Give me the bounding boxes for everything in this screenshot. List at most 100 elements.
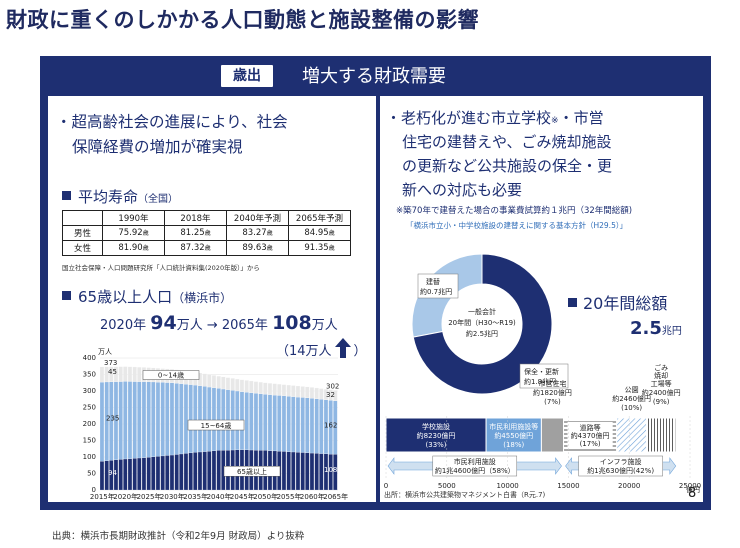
life-cell: 81.90歳	[102, 240, 165, 256]
bar-segment-65歳以上	[319, 453, 324, 491]
seg-label-house: 市営住宅	[538, 379, 566, 388]
bar-segment-65歳以上	[155, 456, 161, 491]
y-tick-label: 350	[83, 371, 96, 379]
y-tick-label: 50	[87, 470, 96, 478]
life-value: 91.35	[304, 243, 329, 253]
seg-pct-house: (7%)	[544, 398, 561, 406]
group-civic-value: 約1兆4600億円（58%）	[435, 466, 515, 475]
bar-segment-65歳以上	[179, 453, 184, 491]
bar-segment-15~64歳	[272, 394, 277, 452]
bar-segment-0~14歳	[202, 373, 207, 387]
bar-segment-0~14歳	[263, 382, 268, 395]
seg-label-gomi1: ごみ	[654, 363, 668, 372]
x-tick-label: 2045年	[230, 492, 255, 501]
hbar-segment-公園	[616, 417, 648, 453]
x-tick-label: 2055年	[277, 492, 302, 501]
footnote: 出典：横浜市長期財政推計（令和2年9月 財政局）より抜粋	[52, 531, 305, 542]
pop-diff-close: ）	[353, 344, 367, 359]
bar-segment-65歳以上	[146, 457, 151, 491]
bar-segment-15~64歳	[146, 381, 151, 458]
life-value: 83.27	[242, 228, 267, 238]
bar-segment-15~64歳	[295, 396, 301, 453]
pie-label-tatekae: 建替	[426, 277, 440, 286]
bar-segment-15~64歳	[267, 394, 273, 451]
bar-segment-15~64歳	[314, 398, 319, 454]
bar-segment-15~64歳	[300, 397, 305, 453]
elderly-label-box	[223, 465, 281, 477]
bar-segment-15~64歳	[309, 398, 315, 454]
right-bullet-line1: ・老朽化が進む市立学校※・市営	[386, 106, 604, 133]
bar-segment-15~64歳	[132, 381, 137, 459]
life-value: 87.32	[180, 243, 205, 253]
bar-segment-0~14歳	[309, 387, 315, 399]
slide: 歳出 増大する財政需要 ・超高齢社会の進展により、社会 保障経費の増加が確実視 …	[40, 56, 711, 510]
table-row: 女性 81.90歳 87.32歳 89.63歳 91.35歳	[62, 240, 351, 256]
bar-segment-65歳以上	[183, 453, 189, 491]
bar-segment-0~14歳	[319, 388, 324, 400]
right-panel: ・老朽化が進む市立学校※・市営 住宅の建替えや、ごみ焼却施設 の更新など公共施設…	[380, 96, 703, 502]
group-infra-label: インフラ施設	[600, 457, 642, 466]
right-bullet-line3: の更新など公共施設の保全・更	[402, 157, 613, 175]
bar-segment-15~64歳	[123, 381, 128, 460]
bar-segment-15~64歳	[174, 383, 179, 455]
life-value: 89.63	[242, 243, 267, 253]
pop-heading-text: 65歳以上人口	[78, 288, 173, 306]
x-tick-label: 25000	[679, 482, 701, 490]
x-tick-label: 15000	[557, 482, 579, 490]
life-cell: 91.35歳	[288, 240, 351, 256]
bar-segment-0~14歳	[244, 380, 249, 393]
hbar-segment-ごみ焼却工場等	[646, 417, 677, 453]
bar-segment-15~64歳	[169, 382, 175, 456]
population-chart: 400 350 300 250 200 150 100 50 0 万人 2015年2020年2025…	[83, 348, 348, 501]
bar-segment-15~64歳	[179, 383, 184, 455]
x-tick-label: 20000	[618, 482, 640, 490]
pop-value-b: 108	[272, 312, 312, 334]
bar-segment-65歳以上	[314, 453, 319, 491]
bar-segment-0~14歳	[295, 385, 301, 398]
bar-segment-65歳以上	[286, 451, 291, 491]
total-value: 2.5兆円	[630, 318, 682, 339]
bar-segment-0~14歳	[286, 384, 291, 397]
bar-segment-15~64歳	[99, 381, 105, 462]
x-tick-label: 2020年	[113, 492, 138, 501]
pop-heading: 65歳以上人口（横浜市）	[62, 286, 232, 307]
bar-segment-0~14歳	[267, 383, 273, 395]
main-title: 財政に重くのしかかる人口動態と施設整備の影響	[6, 8, 479, 32]
working-start-label: 235	[106, 415, 119, 423]
bar-segment-0~14歳	[113, 366, 119, 382]
seg-pct-gomi: (9%)	[653, 398, 670, 406]
left-bullet-line2: 保障経費の増加が確実視	[72, 138, 243, 156]
pop-diff-text: （14万人	[276, 344, 332, 359]
bar-segment-15~64歳	[188, 384, 193, 454]
elderly-label: 65歳以上	[237, 467, 267, 476]
x-tick-label: 0	[384, 482, 388, 490]
working-label-box	[187, 419, 245, 431]
pie-center-line2: 20年間（H30～R19)	[448, 318, 516, 327]
life-unit: 歳	[142, 245, 149, 252]
seg-value-school: 約8230億円	[417, 431, 456, 440]
seg-pct-civic: (18%)	[503, 441, 524, 449]
bar-segment-65歳以上	[141, 457, 147, 491]
life-unit: 歳	[142, 230, 149, 237]
pie-value-tatekae: 約0.7兆円	[420, 287, 452, 296]
life-table: 1990年 2018年 2040年予測 2065年予測 男性 75.92歳 81…	[62, 210, 351, 256]
bar-segment-15~64歳	[305, 397, 310, 453]
bar-segment-65歳以上	[216, 450, 221, 491]
bar-segment-65歳以上	[197, 451, 203, 491]
young-start-label: 45	[108, 368, 117, 376]
seg-label-gomi2: 焼却	[654, 371, 668, 380]
bar-segment-65歳以上	[165, 455, 170, 491]
left-bullet-line1: ・超高齢社会の進展により、社会	[56, 113, 288, 131]
x-tick-label: 2060年	[300, 492, 325, 501]
bar-segment-15~64歳	[165, 382, 170, 456]
bar-segment-15~64歳	[244, 392, 249, 450]
life-unit: 歳	[328, 230, 335, 237]
bar-segment-15~64歳	[211, 387, 217, 451]
bar-segment-65歳以上	[211, 450, 217, 491]
seg-value-gomi: 約2400億円	[642, 388, 681, 397]
bar-segment-0~14歳	[216, 376, 221, 389]
pop-unit-a: 万人 → 2065年	[176, 318, 268, 333]
bar-segment-0~14歳	[137, 367, 142, 382]
bar-segment-15~64歳	[151, 381, 156, 457]
x-tick-label: 2030年	[160, 492, 185, 501]
